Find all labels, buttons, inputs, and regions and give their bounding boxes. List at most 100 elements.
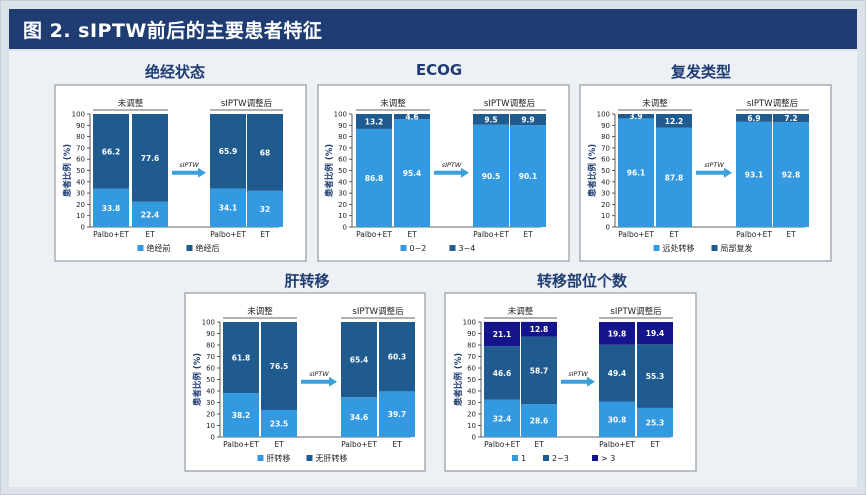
bar-segment-0: [93, 188, 129, 227]
transition-arrow: [696, 167, 732, 178]
chart-title-liver: 肝转移: [284, 272, 330, 290]
data-label: 23.5: [270, 419, 289, 428]
y-axis-title: 患者比例 (%): [192, 353, 203, 406]
data-label: 61.8: [232, 354, 251, 363]
data-label: 3.9: [629, 112, 642, 121]
bar-segment-0: [599, 401, 635, 437]
bar-segment-0: [773, 122, 809, 227]
data-label: 12.2: [665, 117, 684, 126]
y-tick-label: 90: [467, 330, 476, 338]
legend-label: 3~4: [459, 244, 476, 253]
data-label: 7.2: [784, 114, 797, 123]
legend-label: 远处转移: [663, 243, 695, 253]
bar-segment-1: [599, 344, 635, 402]
data-label: 9.9: [521, 116, 534, 125]
y-tick-label: 70: [206, 353, 215, 361]
y-tick-label: 90: [338, 122, 347, 130]
arrow-label: sIPTW: [442, 161, 462, 169]
bar-segment-2: [599, 322, 635, 345]
y-tick-label: 40: [76, 178, 85, 186]
legend-swatch-1: [543, 455, 549, 461]
x-tick-label: ET: [534, 440, 544, 449]
data-label: 34.6: [350, 413, 369, 422]
legend-label: 绝经后: [196, 243, 220, 253]
bar-segment-1: [210, 114, 246, 189]
y-tick-label: 20: [338, 201, 347, 209]
y-tick-label: 40: [467, 388, 476, 396]
data-label: 95.4: [403, 169, 422, 178]
y-tick-label: 10: [467, 422, 476, 430]
bar-segment-1: [247, 114, 283, 191]
bar-segment-0: [510, 125, 546, 227]
y-tick-label: 10: [206, 422, 215, 430]
y-tick-label: 60: [338, 156, 347, 164]
data-label: 55.3: [646, 372, 665, 381]
y-tick-label: 100: [334, 111, 347, 119]
y-axis-title: 患者比例 (%): [324, 144, 335, 197]
y-tick-label: 50: [467, 376, 476, 384]
bar-segment-0: [341, 397, 377, 437]
bar-segment-0: [210, 188, 246, 227]
bar-segment-0: [521, 404, 557, 437]
data-label: 90.5: [482, 172, 501, 181]
x-tick-label: ET: [274, 440, 284, 449]
group-label-unadjusted: 未调整: [118, 98, 144, 109]
legend-swatch-1: [186, 245, 193, 251]
legend-swatch-0: [400, 245, 407, 251]
y-tick-label: 40: [601, 178, 610, 186]
x-tick-label: Palbo+ET: [210, 230, 246, 239]
y-tick-label: 100: [202, 319, 215, 327]
legend-swatch-1: [449, 245, 456, 251]
data-label: 60.3: [388, 353, 407, 362]
group-label-unadjusted: 未调整: [508, 306, 534, 317]
bar-segment-1: [261, 322, 297, 410]
y-tick-label: 100: [72, 111, 85, 119]
data-label: 32.4: [493, 414, 512, 423]
y-tick-label: 80: [467, 342, 476, 350]
y-tick-label: 60: [206, 365, 215, 373]
bar-segment-1: [379, 322, 415, 392]
bar-segment-1: [132, 114, 168, 202]
y-tick-label: 40: [206, 388, 215, 396]
data-label: 65.4: [350, 356, 369, 365]
legend-label: 2~3: [552, 454, 569, 463]
chart-title-recurrence: 复发类型: [670, 63, 731, 81]
bar-segment-1: [656, 114, 692, 128]
bar-segment-0: [484, 399, 520, 437]
data-label: 32: [260, 205, 270, 214]
y-tick-label: 80: [206, 342, 215, 350]
y-tick-label: 30: [76, 190, 85, 198]
y-axis-title: 患者比例 (%): [453, 353, 464, 406]
bar-segment-2: [521, 321, 557, 337]
x-tick-label: Palbo+ET: [341, 440, 377, 449]
data-label: 66.2: [102, 147, 121, 156]
y-tick-label: 80: [601, 133, 610, 141]
legend-label: 0~2: [410, 244, 427, 253]
transition-arrow: [172, 167, 206, 178]
arrow-label: sIPTW: [309, 370, 329, 378]
y-tick-label: 100: [463, 319, 476, 327]
legend-label: 绝经前: [147, 243, 171, 253]
y-axis-title: 患者比例 (%): [62, 144, 73, 197]
data-label: 34.1: [219, 204, 238, 213]
y-tick-label: 80: [338, 133, 347, 141]
transition-arrow: [561, 376, 595, 387]
y-tick-label: 70: [338, 144, 347, 152]
legend-swatch-1: [711, 245, 718, 251]
group-label-adjusted: sIPTW调整后: [484, 98, 536, 109]
group-label-adjusted: sIPTW调整后: [221, 98, 273, 109]
bar-segment-0: [637, 407, 673, 437]
arrow-label: sIPTW: [179, 161, 199, 169]
bar-segment-1: [521, 336, 557, 405]
data-label: 39.7: [388, 410, 407, 419]
x-tick-label: ET: [145, 230, 155, 239]
legend-label: 肝转移: [267, 453, 291, 463]
data-label: 4.6: [405, 113, 418, 122]
y-tick-label: 40: [338, 178, 347, 186]
x-tick-label: Palbo+ET: [356, 230, 392, 239]
y-tick-label: 60: [467, 365, 476, 373]
y-tick-label: 60: [76, 156, 85, 164]
group-label-unadjusted: 未调整: [247, 306, 273, 317]
data-label: 13.2: [365, 117, 384, 126]
